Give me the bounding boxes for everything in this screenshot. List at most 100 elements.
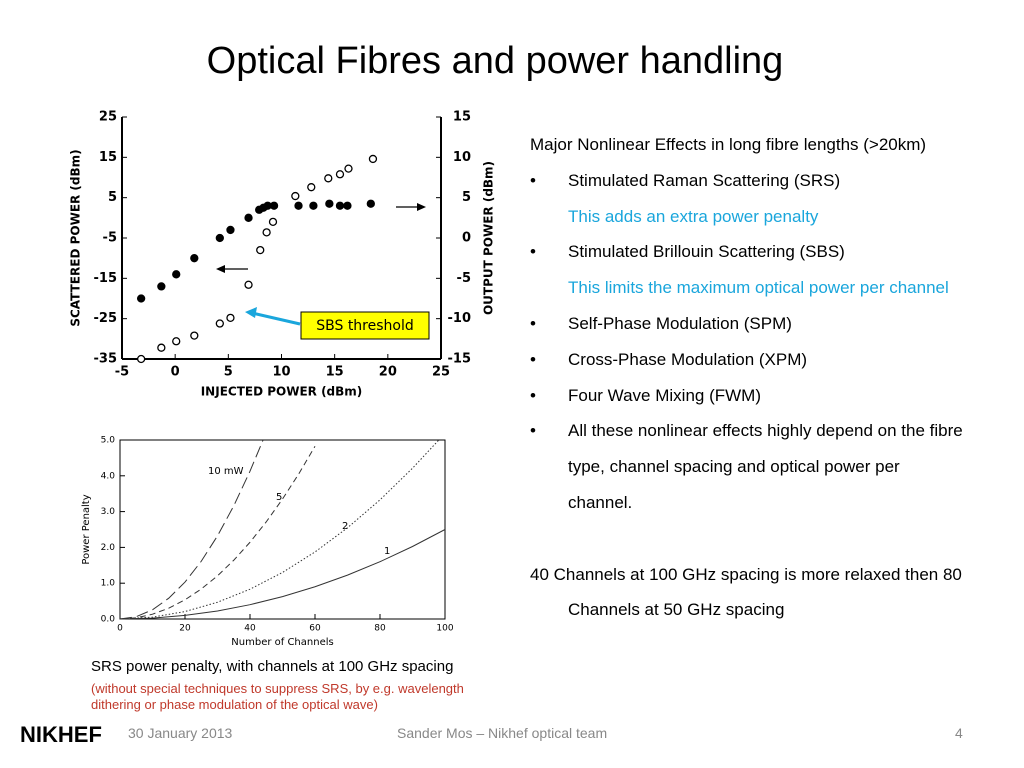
bullet: Stimulated Brillouin Scattering (SBS) Thi…: [530, 234, 1020, 306]
point: [157, 343, 166, 352]
x-tick-label: 40: [244, 624, 256, 634]
curve: [119, 439, 264, 620]
x-tick-label: 5: [224, 365, 233, 380]
point: [226, 313, 235, 323]
point: [226, 225, 235, 235]
x-tick-label: 60: [309, 624, 321, 634]
bullet: Self-Phase Modulation (SPM): [530, 306, 1020, 342]
y-tick-label: 4.0: [101, 471, 116, 481]
slide-title: Optical Fibres and power handling: [206, 40, 784, 82]
point: [269, 201, 279, 210]
y-tick-label: 15: [99, 150, 117, 165]
x-tick-label: 15: [326, 365, 344, 380]
bullet-note: This limits the maximum optical power pe…: [568, 278, 949, 298]
x-tick-label: 0: [117, 624, 123, 634]
y-tick-label: 5: [108, 190, 117, 205]
plot-frame: [119, 439, 446, 620]
point: [215, 233, 224, 243]
y2-tick-label: 15: [453, 110, 471, 125]
point: [335, 170, 345, 179]
conclusion: 40 Channels at 100 GHz spacing is more r…: [530, 564, 962, 620]
text-column: Major Nonlinear Effects in long fibre le…: [530, 127, 1020, 628]
point: [136, 294, 146, 303]
point: [244, 213, 253, 222]
point: [307, 183, 316, 192]
point: [215, 319, 224, 328]
bullet: Four Wave Mixing (FWM): [530, 378, 1020, 414]
bullet: Stimulated Raman Scattering (SRS) This ad…: [530, 163, 1020, 235]
bullet: Cross-Phase Modulation (XPM): [530, 342, 1020, 378]
y2-tick-label: -10: [448, 311, 472, 326]
y2-tick-label: -15: [448, 352, 472, 367]
point: [172, 270, 181, 279]
footer-date: 30 January 2013: [128, 725, 233, 741]
series-label: 1: [384, 546, 390, 557]
point: [157, 282, 166, 291]
point: [291, 191, 300, 201]
y-tick-label: 0.0: [101, 615, 116, 625]
point: [294, 201, 303, 210]
y-tick-label: 1.0: [101, 579, 116, 589]
point: [325, 199, 334, 208]
y-tick-label: -25: [94, 311, 118, 326]
x-tick-label: 10: [272, 365, 290, 380]
caption: SRS power penalty, with channels at 100 …: [91, 658, 454, 675]
y-tick-label: -5: [103, 231, 117, 246]
y-tick-label: 2.0: [101, 543, 116, 553]
point: [368, 154, 378, 164]
y-axis-label: Power Penalty: [81, 494, 92, 564]
point: [343, 201, 352, 210]
x-axis-label: INJECTED POWER (dBm): [201, 385, 363, 399]
x-axis-label: Number of Channels: [231, 637, 333, 648]
logo: NIKHEF: [20, 722, 102, 747]
curve: [119, 440, 439, 620]
point: [256, 245, 265, 255]
series-label: 2: [342, 521, 348, 532]
point: [262, 228, 271, 237]
bullet-text: Four Wave Mixing (FWM): [568, 385, 761, 405]
curve: [119, 446, 316, 620]
y2-axis-label: OUTPUT POWER (dBm): [482, 161, 496, 315]
x-tick-label: -5: [115, 365, 129, 380]
x-tick-label: 20: [379, 365, 397, 380]
point: [324, 174, 333, 183]
x-tick-label: 0: [171, 365, 180, 380]
point: [244, 280, 253, 289]
curve: [119, 529, 446, 620]
y-tick-label: -35: [94, 352, 118, 367]
annotation: SBS threshold: [316, 318, 414, 334]
arrow-head: [216, 265, 225, 273]
caption-note: (without special techniques to suppress …: [91, 681, 464, 712]
bullet-note: This adds an extra power penalty: [568, 206, 819, 226]
bullet: All these nonlinear effects highly depen…: [530, 413, 968, 520]
point: [344, 164, 353, 173]
arrow-head: [245, 307, 257, 318]
y-tick-label: -15: [94, 271, 118, 286]
bullet-text: Stimulated Raman Scattering (SRS): [568, 170, 841, 190]
y2-tick-label: 0: [462, 231, 471, 246]
point: [309, 201, 318, 210]
intro: Major Nonlinear Effects in long fibre le…: [530, 135, 927, 154]
arrow-head: [417, 203, 426, 211]
bullet-text: All these nonlinear effects highly depen…: [568, 421, 963, 512]
series-label: 5: [276, 492, 282, 503]
y2-tick-label: -5: [457, 271, 471, 286]
footer-author: Sander Mos – Nikhef optical team: [397, 725, 608, 741]
y-tick-label: 25: [99, 110, 117, 125]
y-axis-label: SCATTERED POWER (dBm): [69, 149, 83, 326]
point: [172, 337, 181, 346]
bullet-text: Cross-Phase Modulation (XPM): [568, 349, 808, 369]
point: [366, 199, 375, 208]
point: [335, 201, 345, 210]
arrow: [251, 311, 301, 326]
point: [190, 254, 199, 263]
y2-tick-label: 10: [453, 150, 471, 165]
bullet-text: Stimulated Brillouin Scattering (SBS): [568, 242, 845, 262]
point: [136, 354, 146, 364]
y-tick-label: 5.0: [101, 436, 116, 446]
bullet-text: Self-Phase Modulation (SPM): [568, 313, 792, 333]
point: [190, 331, 199, 340]
series-label: 10 mW: [208, 466, 244, 477]
